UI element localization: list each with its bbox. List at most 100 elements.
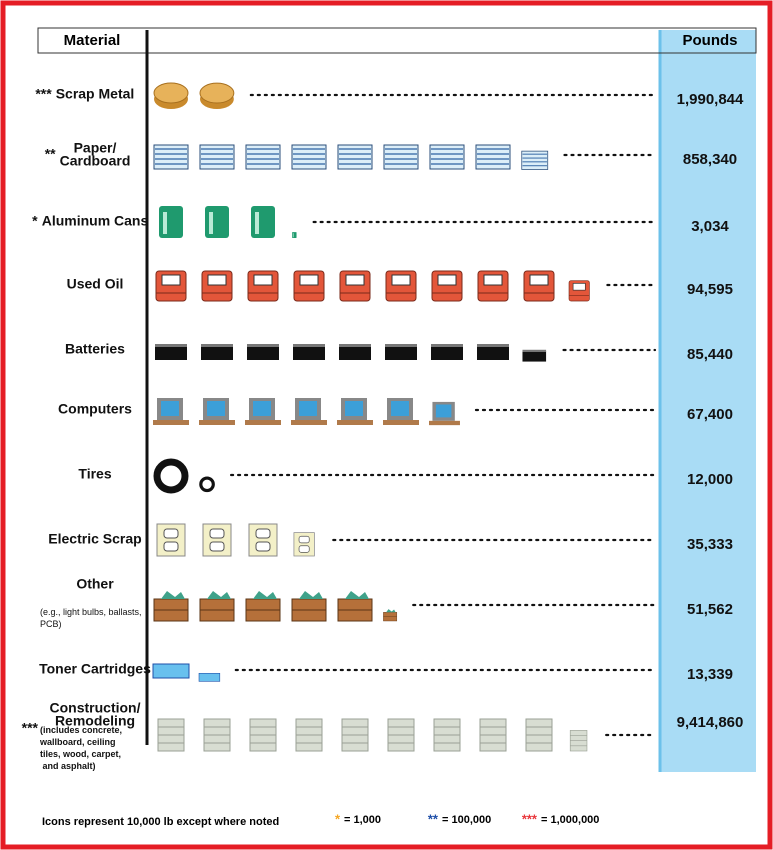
socket [163, 528, 179, 539]
socket [255, 528, 271, 539]
icon-note: Icons represent 10,000 lb except where n… [42, 816, 279, 828]
icon [295, 718, 323, 752]
icon-row [155, 270, 590, 302]
base [291, 420, 327, 425]
category-label: Toner Cartridges [39, 661, 151, 677]
category-label: Electric Scrap [48, 531, 141, 547]
screen [161, 401, 179, 416]
icon [202, 523, 232, 557]
icon [477, 270, 509, 302]
icon [203, 718, 231, 752]
icon [153, 398, 189, 425]
battery [339, 346, 371, 360]
battery [201, 346, 233, 360]
icon [245, 591, 281, 622]
battery-top [201, 344, 233, 347]
can [159, 206, 183, 238]
icon [429, 144, 465, 170]
category-note: (includes concrete, wallboard, ceiling til… [39, 725, 122, 771]
screen [253, 401, 271, 416]
category-label: Batteries [65, 341, 125, 357]
icon [248, 523, 278, 557]
row-marker: *** [35, 86, 52, 102]
coin [199, 82, 235, 104]
icon [159, 206, 183, 238]
drum-label [437, 274, 457, 286]
category-label: Other [76, 576, 114, 592]
icon-partial [429, 401, 460, 426]
socket [163, 541, 179, 552]
icon-row [159, 206, 297, 238]
icon-partial [568, 280, 590, 302]
row-marker: *** [22, 720, 39, 736]
icon [477, 344, 509, 360]
icon [337, 398, 373, 425]
icon [339, 344, 371, 360]
icon [201, 344, 233, 360]
icon [523, 270, 555, 302]
icon [341, 718, 369, 752]
can [251, 206, 275, 238]
icon-partial [293, 532, 315, 557]
shine [163, 212, 167, 234]
category-label: Aluminum Cans [42, 213, 149, 229]
category-label: Used Oil [67, 276, 124, 292]
base [153, 420, 189, 425]
socket [298, 545, 310, 553]
icon [245, 398, 281, 425]
icon-row [153, 458, 215, 494]
icon [205, 206, 229, 238]
drum-label [529, 274, 549, 286]
icon-partial [199, 476, 215, 493]
screen [345, 401, 363, 416]
icon-partial [198, 672, 221, 682]
battery [522, 351, 547, 362]
drum-label [391, 274, 411, 286]
battery-top [293, 344, 325, 347]
icon [249, 718, 277, 752]
socket [209, 541, 225, 552]
icon [291, 591, 327, 622]
value-label: 858,340 [683, 151, 737, 168]
battery [477, 346, 509, 360]
cartridge [152, 663, 190, 679]
can [292, 232, 297, 238]
screen [207, 401, 225, 416]
row-marker: * [32, 213, 38, 229]
icon-row [153, 591, 398, 622]
bundle [521, 150, 549, 170]
category-note: (e.g., light bulbs, ballasts, PCB) [40, 607, 142, 629]
base [245, 420, 281, 425]
icon-row [155, 344, 547, 362]
items [386, 609, 396, 613]
base [429, 420, 460, 426]
icon-row [153, 144, 549, 170]
drum-label [253, 274, 273, 286]
value-label: 1,990,844 [677, 91, 744, 108]
row-marker: ** [45, 146, 56, 162]
icon [291, 144, 327, 170]
icon [475, 144, 511, 170]
base [337, 420, 373, 425]
base [383, 420, 419, 425]
icon [153, 82, 189, 109]
icon [387, 718, 415, 752]
icon [291, 398, 327, 425]
icon [199, 591, 235, 622]
header-box [37, 27, 757, 54]
items [299, 591, 323, 599]
battery [247, 346, 279, 360]
category-label: Computers [58, 401, 132, 417]
icon-partial [199, 82, 235, 110]
value-label: 94,595 [687, 281, 733, 298]
legend-label: = 100,000 [442, 814, 491, 826]
base [199, 420, 235, 425]
battery [385, 346, 417, 360]
drum-label [207, 274, 227, 286]
value-label: 51,562 [687, 601, 733, 618]
value-label: 13,339 [687, 666, 733, 683]
icon-partial [383, 609, 398, 622]
icon [479, 718, 507, 752]
drum-label [345, 274, 365, 286]
